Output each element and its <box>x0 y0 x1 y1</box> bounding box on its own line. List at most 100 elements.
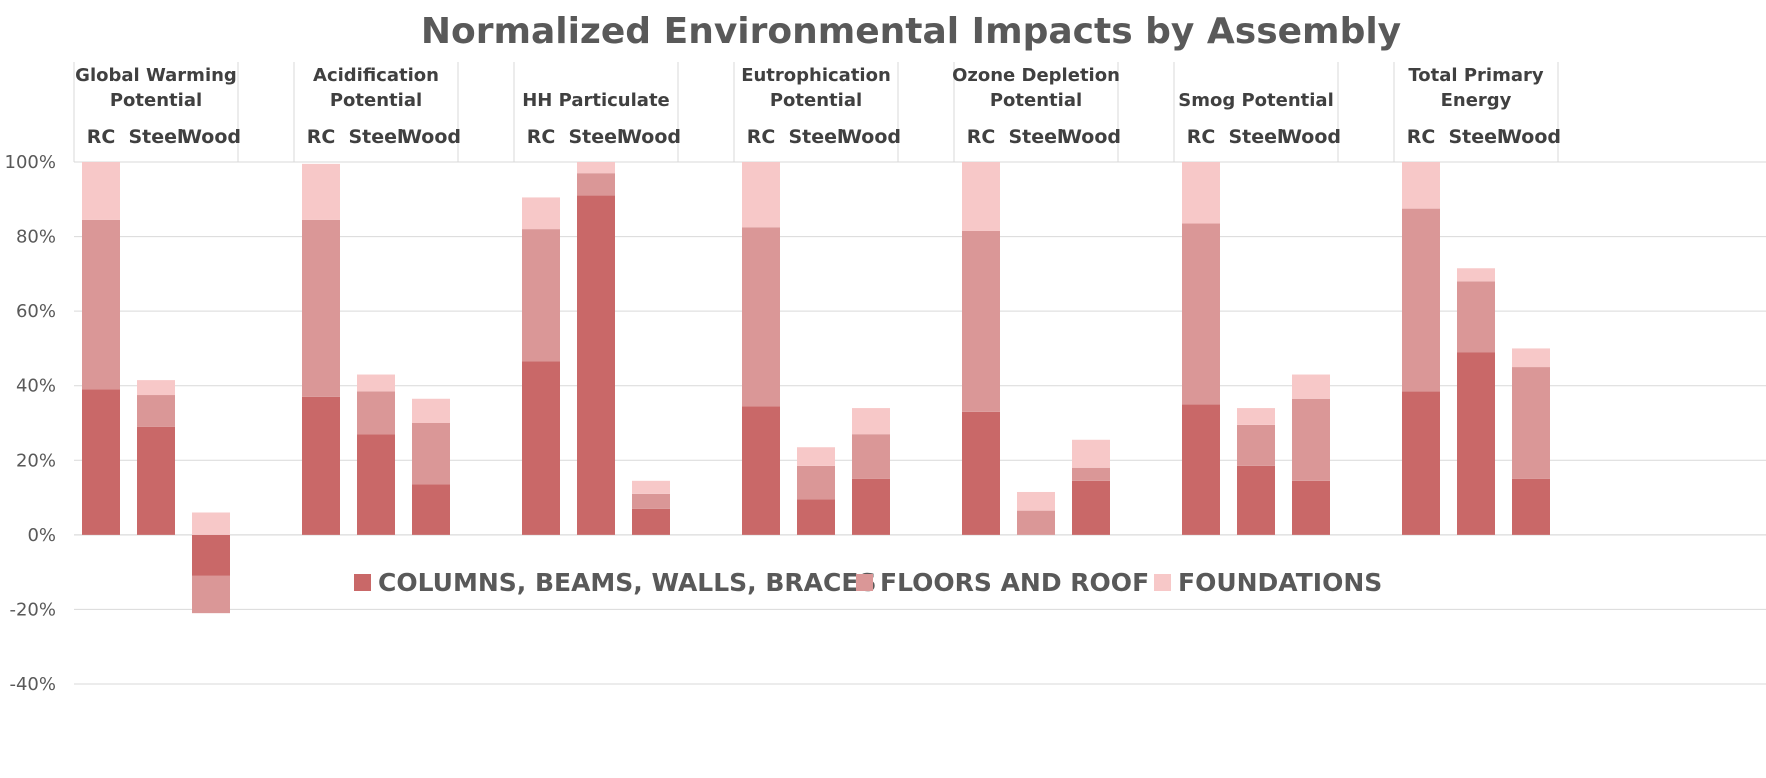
bar-segment <box>1512 478 1550 535</box>
bar-segment <box>412 398 450 423</box>
bar-segment <box>357 434 395 535</box>
bar-segment <box>852 434 890 479</box>
group-label: Potential <box>770 90 862 111</box>
bar-segment <box>632 508 670 535</box>
bar-segment <box>137 395 175 427</box>
category-label: RC <box>967 126 996 148</box>
bar-segment <box>632 480 670 494</box>
bar-segment <box>577 195 615 535</box>
category-label: RC <box>1187 126 1216 148</box>
bar-segment <box>1292 374 1330 399</box>
bar-segment <box>357 391 395 435</box>
category-label: RC <box>747 126 776 148</box>
bar-segment <box>82 162 120 220</box>
group-label: Energy <box>1441 90 1512 111</box>
bars <box>82 162 1550 614</box>
group-label: Smog Potential <box>1178 90 1334 111</box>
category-label: Wood <box>841 126 901 148</box>
category-label: Steel <box>1228 126 1283 148</box>
group-separators <box>73 62 1559 162</box>
y-tick-label: 40% <box>16 376 56 397</box>
category-label: Steel <box>1008 126 1063 148</box>
bar-segment <box>522 197 560 230</box>
category-label: Steel <box>568 126 623 148</box>
bar-segment <box>1182 404 1220 535</box>
bar-segment <box>137 426 175 535</box>
bar-segment <box>577 173 615 196</box>
bar-segment <box>302 219 340 397</box>
bar-segment <box>632 493 670 509</box>
bar-segment <box>82 389 120 535</box>
bar-segment <box>1402 208 1440 392</box>
bar-segment <box>1457 281 1495 353</box>
bar-segment <box>1292 480 1330 535</box>
group-label: Potential <box>990 90 1082 111</box>
legend-swatch <box>1154 574 1171 591</box>
bar-segment <box>1457 352 1495 535</box>
bar-segment <box>962 411 1000 535</box>
bar-segment <box>1237 408 1275 425</box>
y-tick-label: -20% <box>9 599 56 620</box>
y-tick-label: 60% <box>16 301 56 322</box>
bar-segment <box>522 361 560 535</box>
bar-segment <box>522 229 560 362</box>
chart-title: Normalized Environmental Impacts by Asse… <box>421 11 1401 52</box>
bar-segment <box>1402 391 1440 535</box>
category-label: Wood <box>1281 126 1341 148</box>
bar-segment <box>742 406 780 535</box>
group-label: Eutrophication <box>741 65 891 86</box>
category-label: Wood <box>401 126 461 148</box>
bar-segment <box>742 227 780 407</box>
bar-segment <box>1182 162 1220 224</box>
bar-segment <box>192 575 230 614</box>
bar-segment <box>1512 348 1550 368</box>
bar-segment <box>1457 268 1495 282</box>
bar-segment <box>302 163 340 220</box>
y-tick-label: 0% <box>27 525 56 546</box>
y-tick-label: -40% <box>9 674 56 695</box>
group-label: Ozone Depletion <box>952 65 1120 86</box>
bar-segment <box>577 162 615 174</box>
bar-segment <box>192 512 230 535</box>
category-label: Wood <box>621 126 681 148</box>
bar-segment <box>852 408 890 435</box>
bar-segment <box>1402 162 1440 209</box>
bar-segment <box>962 230 1000 412</box>
legend-label: FLOORS AND ROOF <box>880 568 1149 597</box>
bar-segment <box>412 423 450 485</box>
legend: COLUMNS, BEAMS, WALLS, BRACES FLOORS AND … <box>354 568 1382 597</box>
bar-segment <box>82 219 120 390</box>
bar-segment <box>1017 510 1055 535</box>
category-label: Steel <box>1448 126 1503 148</box>
bar-segment <box>192 534 230 576</box>
category-label: Wood <box>1501 126 1561 148</box>
bar-segment <box>852 478 890 535</box>
y-tick-label: 20% <box>16 450 56 471</box>
bar-segment <box>302 396 340 535</box>
legend-swatch <box>856 574 873 591</box>
group-label: Acidification <box>313 65 439 86</box>
category-label: RC <box>527 126 556 148</box>
bar-segment <box>742 162 780 228</box>
bar-segment <box>1237 424 1275 466</box>
bar-segment <box>1072 480 1110 535</box>
bar-segment <box>137 380 175 396</box>
group-label: Potential <box>330 90 422 111</box>
category-label: Wood <box>181 126 241 148</box>
category-label: RC <box>1407 126 1436 148</box>
grid-lines <box>74 161 1766 685</box>
legend-label: COLUMNS, BEAMS, WALLS, BRACES <box>378 568 876 597</box>
bar-segment <box>1182 223 1220 405</box>
bar-segment <box>1072 467 1110 481</box>
group-label: Global Warming <box>75 65 237 86</box>
group-label: HH Particulate <box>522 90 670 111</box>
bar-segment <box>412 484 450 535</box>
category-label: RC <box>307 126 336 148</box>
y-tick-label: 100% <box>5 152 56 173</box>
bar-segment <box>1512 367 1550 479</box>
category-label: Wood <box>1061 126 1121 148</box>
category-label: Steel <box>788 126 843 148</box>
group-label: Potential <box>110 90 202 111</box>
